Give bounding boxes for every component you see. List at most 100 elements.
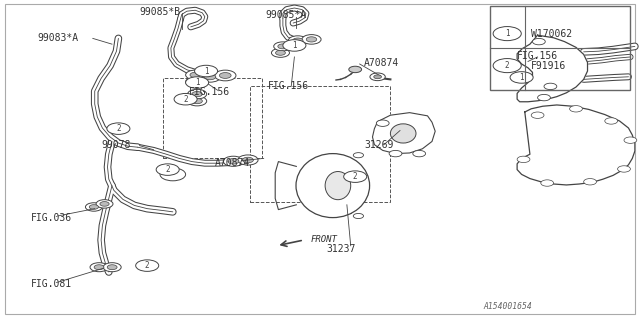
- Circle shape: [538, 94, 550, 101]
- Circle shape: [228, 158, 239, 164]
- Circle shape: [353, 153, 364, 158]
- Circle shape: [584, 179, 596, 185]
- Circle shape: [374, 75, 381, 79]
- Circle shape: [283, 40, 306, 51]
- Circle shape: [605, 118, 618, 124]
- Circle shape: [220, 73, 231, 78]
- Circle shape: [188, 96, 207, 106]
- Circle shape: [493, 27, 521, 41]
- Circle shape: [376, 120, 389, 126]
- Circle shape: [103, 263, 121, 272]
- Circle shape: [531, 112, 544, 118]
- Ellipse shape: [296, 154, 370, 218]
- Bar: [250, 86, 390, 202]
- Circle shape: [271, 48, 289, 57]
- Bar: [163, 78, 262, 158]
- Circle shape: [510, 72, 533, 83]
- Bar: [490, 6, 630, 90]
- Circle shape: [156, 164, 179, 175]
- Circle shape: [214, 70, 236, 81]
- Text: FIG.156: FIG.156: [268, 81, 308, 92]
- Text: 31269: 31269: [365, 140, 394, 150]
- Circle shape: [624, 137, 637, 143]
- Circle shape: [186, 77, 205, 87]
- Text: 99085*A: 99085*A: [266, 10, 307, 20]
- Circle shape: [302, 35, 321, 44]
- Circle shape: [276, 50, 285, 55]
- Circle shape: [94, 265, 104, 270]
- Circle shape: [389, 150, 402, 157]
- Text: A70874: A70874: [214, 157, 250, 168]
- Text: 99083*A: 99083*A: [37, 33, 78, 43]
- Text: F91916: F91916: [531, 60, 566, 71]
- Text: FIG.156: FIG.156: [189, 87, 230, 97]
- Circle shape: [413, 150, 426, 157]
- Text: 2: 2: [116, 124, 121, 133]
- Circle shape: [517, 156, 530, 163]
- Polygon shape: [372, 113, 435, 154]
- Circle shape: [136, 260, 159, 271]
- Circle shape: [292, 38, 303, 43]
- Text: 2: 2: [183, 95, 188, 104]
- Circle shape: [199, 71, 221, 82]
- Circle shape: [223, 156, 243, 166]
- Text: 1: 1: [195, 78, 200, 87]
- Circle shape: [174, 93, 197, 105]
- Text: 1: 1: [505, 29, 509, 38]
- Circle shape: [188, 89, 207, 99]
- Circle shape: [344, 171, 367, 182]
- Circle shape: [195, 65, 218, 77]
- Circle shape: [353, 213, 364, 219]
- Text: 1: 1: [292, 41, 297, 50]
- Circle shape: [186, 77, 209, 88]
- Circle shape: [190, 72, 200, 77]
- Text: FIG.036: FIG.036: [31, 213, 72, 223]
- Circle shape: [541, 180, 554, 186]
- Circle shape: [349, 66, 362, 73]
- Ellipse shape: [390, 124, 416, 143]
- Circle shape: [544, 83, 557, 90]
- Circle shape: [85, 203, 102, 211]
- Circle shape: [370, 73, 385, 81]
- Circle shape: [493, 59, 521, 73]
- Text: A154001654: A154001654: [483, 302, 532, 311]
- Text: FIG.156: FIG.156: [517, 51, 558, 61]
- Text: 99078: 99078: [101, 140, 131, 150]
- Text: A70874: A70874: [364, 58, 399, 68]
- Circle shape: [288, 36, 307, 45]
- Circle shape: [160, 168, 186, 181]
- Text: FIG.081: FIG.081: [31, 279, 72, 289]
- Circle shape: [190, 79, 200, 84]
- Circle shape: [238, 155, 258, 165]
- Circle shape: [243, 157, 253, 163]
- Circle shape: [204, 74, 216, 80]
- Circle shape: [278, 44, 287, 49]
- Text: 2: 2: [145, 261, 150, 270]
- Text: 1: 1: [519, 73, 524, 82]
- Text: 99085*B: 99085*B: [140, 7, 180, 17]
- Circle shape: [89, 205, 99, 209]
- Text: 1: 1: [204, 67, 209, 76]
- Circle shape: [108, 265, 117, 270]
- Text: FRONT: FRONT: [310, 236, 337, 244]
- Polygon shape: [517, 105, 635, 185]
- Circle shape: [100, 202, 109, 206]
- Circle shape: [532, 38, 545, 45]
- Text: W170062: W170062: [531, 28, 572, 39]
- Circle shape: [274, 42, 292, 51]
- Circle shape: [107, 123, 130, 134]
- Polygon shape: [517, 35, 588, 102]
- Circle shape: [570, 106, 582, 112]
- Ellipse shape: [325, 172, 351, 200]
- Text: 31237: 31237: [326, 244, 356, 254]
- Circle shape: [192, 92, 202, 97]
- Circle shape: [192, 99, 202, 104]
- Text: 2: 2: [353, 172, 358, 181]
- Circle shape: [307, 37, 317, 42]
- Circle shape: [90, 263, 108, 272]
- Text: 2: 2: [165, 165, 170, 174]
- Circle shape: [96, 200, 113, 208]
- Text: 2: 2: [505, 61, 509, 70]
- Circle shape: [186, 70, 205, 80]
- Circle shape: [618, 166, 630, 172]
